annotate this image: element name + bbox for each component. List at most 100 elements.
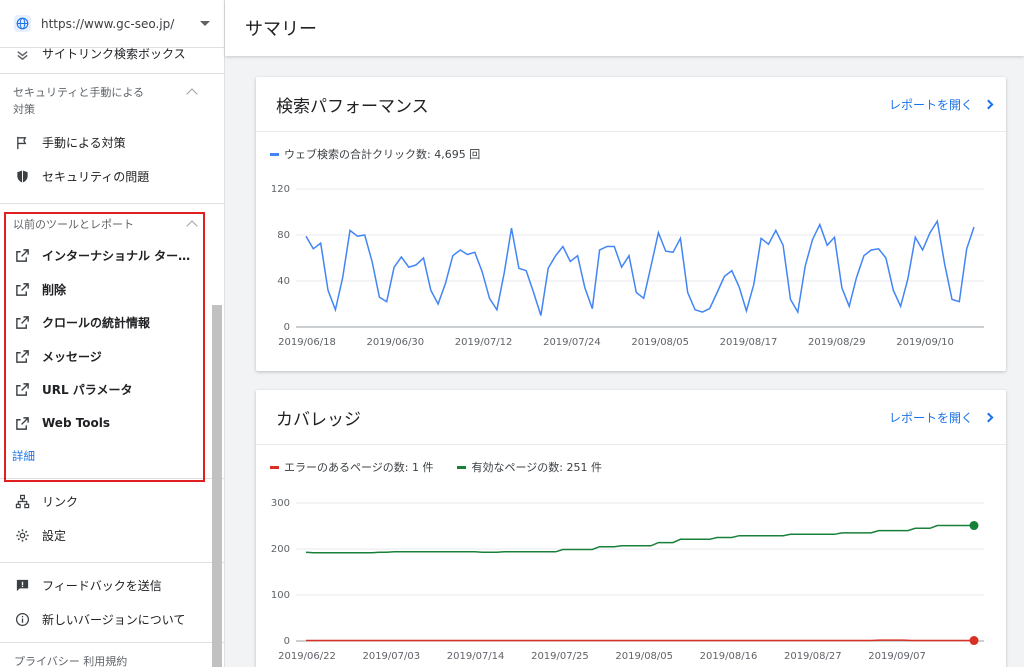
sidebar-item-label: クロールの統計情報 [42,316,151,331]
sidebar-item-security-issues[interactable]: セキュリティの問題 [0,160,224,194]
footer-links[interactable]: プライバシー 利用規約 [14,655,128,667]
x-tick-label: 2019/08/05 [631,337,689,348]
property-selector[interactable]: https://www.gc-seo.jp/ [0,0,224,48]
x-tick-label: 2019/09/10 [896,337,954,348]
section-header-security[interactable]: セキュリティと手動による対策 [0,74,224,118]
page-header: サマリー [225,0,1024,56]
chart-legend: ウェブ検索の合計クリック数: 4,695 回 [256,132,1006,162]
x-tick-label: 2019/08/27 [784,651,842,662]
sidebar-item-label: 設定 [42,528,67,543]
y-tick-label: 300 [271,498,290,509]
series-end-point[interactable] [969,636,979,646]
layers-icon [14,46,30,62]
sidebar-item-label: サイトリンク検索ボックス [42,47,186,61]
more-details-link[interactable]: 詳細 [12,449,35,463]
legend-item: ウェブ検索の合計クリック数: 4,695 回 [270,146,480,162]
dropdown-caret-icon [200,21,210,26]
y-tick-label: 0 [284,322,290,333]
section-header-legacy[interactable]: 以前のツールとレポート [0,204,224,233]
sidebar-item-settings[interactable]: 設定 [0,519,224,553]
divider [0,562,224,563]
series-line [305,219,975,316]
x-tick-label: 2019/07/03 [362,651,420,662]
chevron-right-icon [983,99,994,109]
sidebar-scrollbar[interactable] [212,305,222,667]
legend-label: 有効なページの数: 251 件 [471,461,602,474]
info-icon [14,611,30,627]
card-header: 検索パフォーマンス レポートを開く [256,77,1006,132]
series-end-point[interactable] [969,521,979,531]
sidebar-item-label: URL パラメータ [42,383,133,398]
legend-item-error: エラーのあるページの数: 1 件 [270,459,433,475]
card-title: カバレッジ [276,409,361,430]
card-header: カバレッジ レポートを開く [256,390,1006,445]
external-link-icon [14,348,30,364]
performance-card: 検索パフォーマンス レポートを開く ウェブ検索の合計クリック数: 4,695 回… [256,77,1006,371]
x-tick-label: 2019/08/16 [700,651,758,662]
divider [0,642,224,643]
sidebar-item-label: メッセージ [42,349,102,364]
x-tick-label: 2019/06/18 [278,337,336,348]
sidebar-item-label: Web Tools [42,416,111,431]
sidebar-item-web-tools[interactable]: Web Tools [0,407,224,441]
divider [0,203,224,204]
card-title: 検索パフォーマンス [276,96,429,117]
series-line [305,524,974,554]
gear-icon [14,527,30,543]
feedback-icon [14,578,30,594]
sidebar-item-label: リンク [42,495,79,510]
open-report-label: レポートを開く [888,410,973,425]
x-tick-label: 2019/07/25 [531,651,589,662]
legend-swatch [457,465,467,469]
chevron-up-icon [186,88,198,100]
globe-icon [14,15,31,32]
x-tick-label: 2019/08/29 [808,337,866,348]
sidebar-item-international-targeting[interactable]: インターナショナル ター… [0,239,224,273]
page-title: サマリー [245,19,317,40]
chevron-right-icon [983,412,994,422]
sidebar-item-removals[interactable]: 削除 [0,273,224,307]
sidebar-item-manual-actions[interactable]: 手動による対策 [0,126,224,160]
sidebar-item-label: 手動による対策 [42,136,126,151]
legend-swatch [270,152,279,156]
external-link-icon [14,315,30,331]
x-tick-label: 2019/08/05 [615,651,673,662]
x-tick-label: 2019/06/22 [278,651,336,662]
sidebar-item-links[interactable]: リンク [0,485,224,519]
y-tick-label: 40 [277,276,290,287]
highlight-box [4,212,205,482]
sidebar-item-label: 削除 [42,282,67,297]
flag-icon [14,135,30,151]
legend-label: ウェブ検索の合計クリック数: 4,695 回 [284,148,481,161]
legend-item-valid: 有効なページの数: 251 件 [457,459,602,475]
open-report-label: レポートを開く [888,97,973,112]
external-link-icon [14,248,30,264]
chart-legend: エラーのあるページの数: 1 件 有効なページの数: 251 件 [256,445,1006,475]
coverage-chart: 0 100 200 300 2019/06/22 2019/07/03 2019/07/14… [271,498,984,662]
external-link-icon [14,382,30,398]
sidebar-item-label: フィードバックを送信 [42,579,162,594]
y-tick-label: 200 [271,544,290,555]
y-tick-label: 0 [284,636,290,647]
sidebar-item-label: セキュリティの問題 [42,169,150,184]
y-tick-label: 80 [277,230,290,241]
external-link-icon [14,415,30,431]
performance-chart: 0 40 80 120 2019/06/18 2019/06/30 2019/07/12 20… [271,184,984,348]
sidebar-item-label: インターナショナル ター… [42,249,191,264]
x-tick-label: 2019/07/24 [543,337,601,348]
divider [0,73,224,74]
open-report-link[interactable]: レポートを開く [888,409,994,426]
x-tick-label: 2019/09/07 [868,651,926,662]
sidebar-item-feedback[interactable]: フィードバックを送信 [0,569,224,603]
sidebar-item-sitelinks[interactable]: サイトリンク検索ボックス [0,40,224,66]
x-tick-label: 2019/07/12 [455,337,513,348]
open-report-link[interactable]: レポートを開く [888,96,994,113]
sidebar-item-url-parameters[interactable]: URL パラメータ [0,373,224,407]
legend-label: エラーのあるページの数: 1 件 [284,461,434,474]
y-tick-label: 120 [271,184,290,195]
x-tick-label: 2019/06/30 [366,337,424,348]
section-title: セキュリティと手動による対策 [13,86,145,116]
sidebar-item-about[interactable]: 新しいバージョンについて [0,603,224,637]
sidebar-item-messages[interactable]: メッセージ [0,340,224,374]
sidebar-item-crawl-stats[interactable]: クロールの統計情報 [0,306,224,340]
